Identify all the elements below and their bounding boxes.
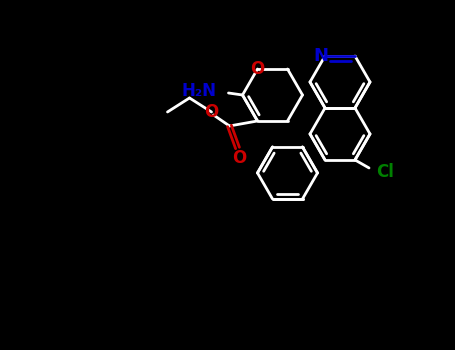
Text: H₂N: H₂N [182, 82, 217, 100]
Text: O: O [233, 149, 247, 167]
Text: Cl: Cl [376, 163, 394, 181]
Text: N: N [313, 47, 329, 65]
Text: O: O [204, 103, 218, 121]
Text: O: O [250, 60, 265, 78]
